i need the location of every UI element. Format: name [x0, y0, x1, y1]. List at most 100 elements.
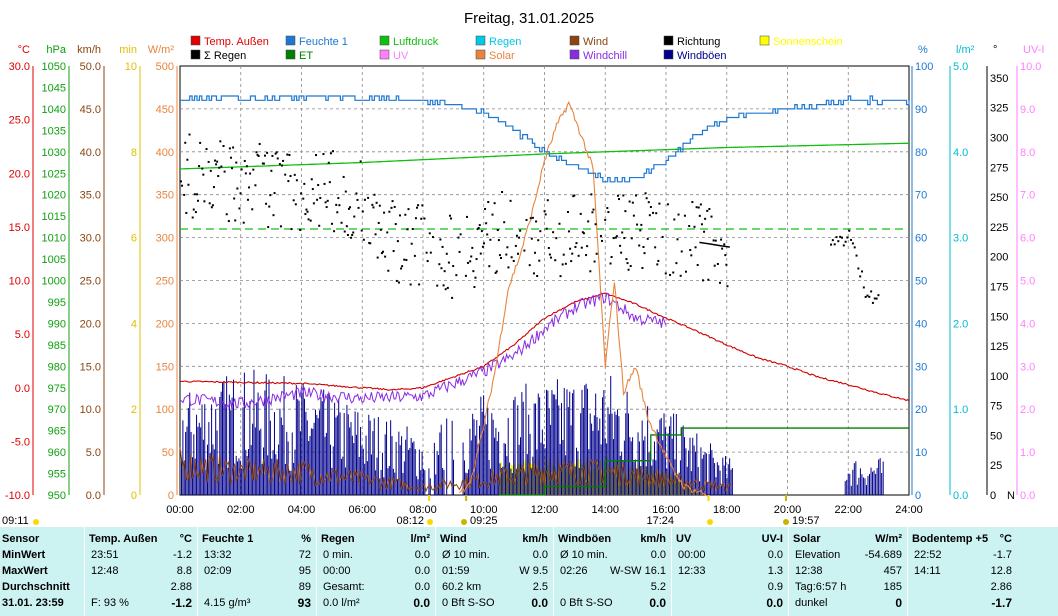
direction-dot [629, 265, 632, 268]
direction-dot [514, 244, 517, 247]
axis-unit-dir: ° [993, 44, 997, 56]
stats-cell-value: -1.7 [993, 549, 1012, 561]
direction-dot [677, 213, 680, 216]
direction-dot [232, 146, 235, 149]
direction-dot [555, 237, 558, 240]
direction-dot [326, 199, 329, 202]
axis-tick-uv: 6.0 [1020, 233, 1035, 245]
direction-dot [594, 223, 597, 226]
direction-dot [480, 230, 483, 233]
sun-icon [427, 519, 433, 525]
direction-dot [539, 230, 542, 233]
stats-cell-label: 0 min. [323, 549, 353, 561]
direction-dot [475, 258, 478, 261]
direction-dot [877, 294, 880, 297]
direction-dot [664, 272, 667, 275]
x-tick-label: 24:00 [895, 504, 923, 516]
direction-dot [445, 252, 448, 255]
direction-dot [851, 242, 854, 245]
direction-dot [658, 202, 661, 205]
direction-dot [252, 168, 255, 171]
direction-dot [350, 236, 353, 239]
direction-dot [577, 254, 580, 257]
axis-tick-dir: 300 [990, 133, 1008, 145]
stats-cell-label: Elevation [795, 549, 841, 561]
direction-dot [375, 201, 378, 204]
direction-dot [844, 240, 847, 243]
direction-dot [669, 273, 672, 276]
direction-dot [378, 204, 381, 207]
axis-tick-dir: 225 [990, 222, 1008, 234]
moon-icon [783, 519, 789, 525]
direction-dot [672, 271, 675, 274]
axis-tick-press: 960 [48, 447, 66, 459]
direction-dot [481, 245, 484, 248]
direction-dot [288, 153, 291, 156]
direction-dot [544, 213, 547, 216]
sunshine-bar [677, 477, 680, 495]
direction-dot [257, 154, 260, 157]
stats-row: 02:09 95 [198, 563, 317, 579]
axis-tick-rain: 4.0 [953, 147, 968, 159]
direction-dot [624, 210, 627, 213]
sunshine-bar [588, 462, 591, 495]
stats-unit: km/h [640, 533, 666, 545]
direction-dot [559, 275, 562, 278]
direction-dot [509, 199, 512, 202]
direction-dot [580, 246, 583, 249]
humidity-line [180, 95, 910, 183]
direction-dot [485, 222, 488, 225]
axis-tick-sun: 8 [131, 147, 137, 159]
sunshine-bar [644, 470, 647, 495]
direction-dot [644, 192, 647, 195]
axis-tick-temp: -5.0 [11, 436, 30, 448]
direction-dot [618, 198, 621, 201]
direction-dot [482, 242, 485, 245]
axis-tick-hum: 60 [915, 233, 927, 245]
stats-cell-label: Tag:6:57 h [795, 581, 847, 593]
direction-dot [465, 215, 468, 218]
axis-tick-rain: 5.0 [953, 61, 968, 73]
direction-dot [403, 258, 406, 261]
legend-swatch [190, 35, 201, 46]
direction-dot [215, 163, 218, 166]
sunshine-bar [611, 465, 614, 495]
direction-dot [471, 246, 474, 249]
stats-cell-value: 0.9 [767, 581, 783, 593]
direction-dot [701, 279, 704, 282]
direction-dot [369, 242, 372, 245]
axis-tick-dir: 350 [990, 73, 1008, 85]
stats-cell-value: -1.2 [173, 549, 192, 561]
stats-row: Elevation -54.689 [789, 547, 908, 563]
direction-dot [871, 301, 874, 304]
axis-tick-dir: 25 [990, 460, 1002, 472]
legend-label: Windchill [583, 50, 627, 62]
direction-dot [327, 161, 330, 164]
stats-row: 0 min. 0.0 [317, 547, 436, 563]
direction-dot [487, 201, 490, 204]
direction-dot [707, 278, 710, 281]
axis-tick-press: 1040 [42, 104, 66, 116]
axis-tick-press: 950 [48, 490, 66, 502]
direction-dot [723, 243, 726, 246]
direction-dot [377, 221, 380, 224]
direction-dot [407, 208, 410, 211]
direction-dot [442, 284, 445, 287]
direction-dot [251, 208, 254, 211]
direction-dot [861, 270, 864, 273]
direction-dot [399, 214, 402, 217]
direction-dot [614, 236, 617, 239]
direction-dot [467, 261, 470, 264]
direction-dot [307, 218, 310, 221]
axis-tick-dir: 175 [990, 281, 1008, 293]
stats-cell-value: 0.0 [414, 549, 430, 561]
stats-cell-value: 457 [883, 565, 902, 577]
axis-tick-solar: 50 [162, 447, 174, 459]
direction-dot [496, 229, 499, 232]
direction-dot [620, 251, 623, 254]
direction-dot [661, 235, 664, 238]
direction-dot [635, 194, 638, 197]
direction-dot [627, 268, 630, 271]
direction-dot [621, 231, 624, 234]
legend-label: ET [299, 50, 313, 62]
